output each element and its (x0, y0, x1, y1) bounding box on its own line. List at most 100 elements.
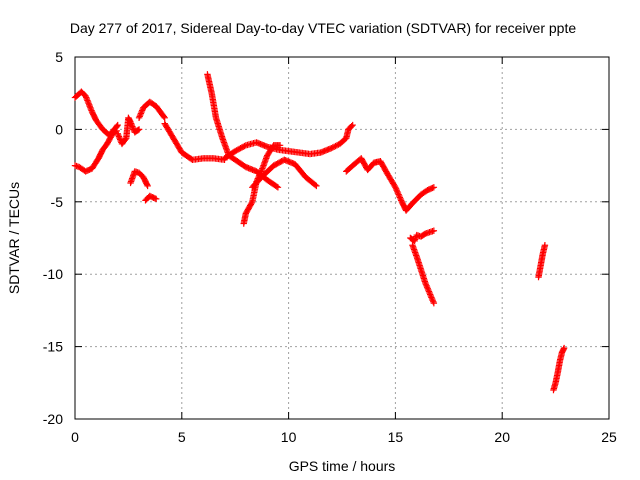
series-track-4 (135, 98, 168, 122)
data-point (430, 184, 438, 191)
data-point (430, 299, 438, 307)
data-marker (429, 297, 436, 304)
y-axis-label: SDTVAR / TECUs (6, 182, 22, 294)
data-points (71, 71, 568, 394)
data-marker (425, 286, 432, 294)
data-marker (396, 194, 404, 201)
plot-frame (74, 56, 610, 420)
data-marker (430, 298, 437, 305)
x-tick-label: 5 (178, 429, 186, 445)
data-point (113, 127, 120, 135)
data-point (135, 126, 143, 133)
data-marker (138, 108, 145, 116)
data-marker (391, 182, 398, 190)
x-tick-label: 10 (281, 429, 297, 445)
data-marker (333, 142, 341, 149)
data-point (560, 344, 568, 352)
data-point (422, 279, 429, 287)
x-tick-label: 20 (494, 429, 510, 445)
data-marker (138, 107, 146, 114)
data-marker (428, 294, 435, 301)
data-marker (258, 166, 265, 174)
series-track-12 (343, 155, 438, 214)
data-marker (395, 191, 402, 198)
data-point (328, 145, 335, 152)
series-track-15 (535, 242, 549, 281)
series-track-3 (114, 114, 143, 148)
data-marker (423, 282, 430, 289)
y-tick-label: -5 (51, 194, 64, 210)
data-marker (127, 120, 135, 127)
y-tick-label: -20 (43, 411, 63, 427)
data-point (274, 184, 282, 191)
axis-ticks (74, 56, 610, 420)
y-tick-label: -10 (43, 266, 63, 282)
data-point (161, 114, 168, 122)
y-tick-label: 0 (55, 121, 63, 137)
data-marker (392, 185, 400, 192)
x-tick-label: 0 (71, 429, 79, 445)
data-marker (160, 113, 168, 120)
data-marker (348, 122, 355, 130)
data-marker (128, 121, 135, 129)
data-marker (424, 285, 431, 292)
data-marker (115, 131, 122, 139)
data-point (152, 195, 160, 203)
series-track-7 (161, 120, 228, 164)
data-marker (330, 143, 338, 150)
x-axis-label: GPS time / hours (289, 458, 396, 474)
x-tick-label: 15 (388, 429, 404, 445)
data-point (313, 182, 320, 190)
data-marker (332, 142, 339, 150)
data-point (114, 121, 121, 129)
data-marker (115, 133, 123, 140)
data-marker (136, 113, 143, 120)
data-marker (394, 188, 401, 195)
data-marker (393, 187, 400, 194)
series-track-14 (409, 242, 438, 307)
data-marker (129, 123, 136, 130)
data-marker (143, 181, 151, 188)
data-marker (422, 281, 430, 288)
data-point (144, 182, 151, 190)
series-track-11 (249, 156, 320, 191)
data-marker (426, 291, 434, 298)
data-marker (423, 284, 431, 291)
data-marker (241, 142, 248, 150)
series-track-2 (71, 127, 120, 175)
data-marker (394, 189, 402, 197)
chart-title: Day 277 of 2017, Sidereal Day-to-day VTE… (70, 20, 577, 36)
data-point (430, 227, 438, 234)
axis-tick-labels: 0 5 10 15 20 25 -20 -15 -10 -5 0 5 (43, 49, 617, 445)
data-point (392, 184, 399, 191)
x-tick-label: 25 (601, 429, 617, 445)
data-marker (397, 195, 404, 203)
data-point (426, 289, 433, 297)
data-marker (137, 110, 145, 117)
data-marker (428, 295, 436, 303)
data-point (127, 118, 134, 126)
series-track-6 (142, 192, 160, 204)
data-marker (329, 144, 336, 151)
data-marker (248, 199, 255, 207)
data-marker (257, 168, 265, 175)
y-tick-label: 5 (55, 49, 63, 65)
data-point (541, 242, 549, 249)
data-marker (116, 134, 123, 142)
data-marker (425, 288, 433, 295)
gridlines (75, 57, 609, 419)
y-tick-label: -15 (43, 339, 63, 355)
data-point (114, 130, 121, 137)
data-marker (273, 183, 280, 190)
series-track-5 (127, 168, 151, 190)
data-marker (396, 192, 403, 200)
data-point (135, 114, 143, 122)
data-marker (134, 126, 142, 134)
data-marker (259, 165, 266, 172)
data-point (276, 142, 284, 149)
series-track-13 (407, 227, 438, 245)
data-marker (129, 124, 137, 132)
data-marker (137, 111, 144, 119)
data-marker (311, 181, 319, 189)
